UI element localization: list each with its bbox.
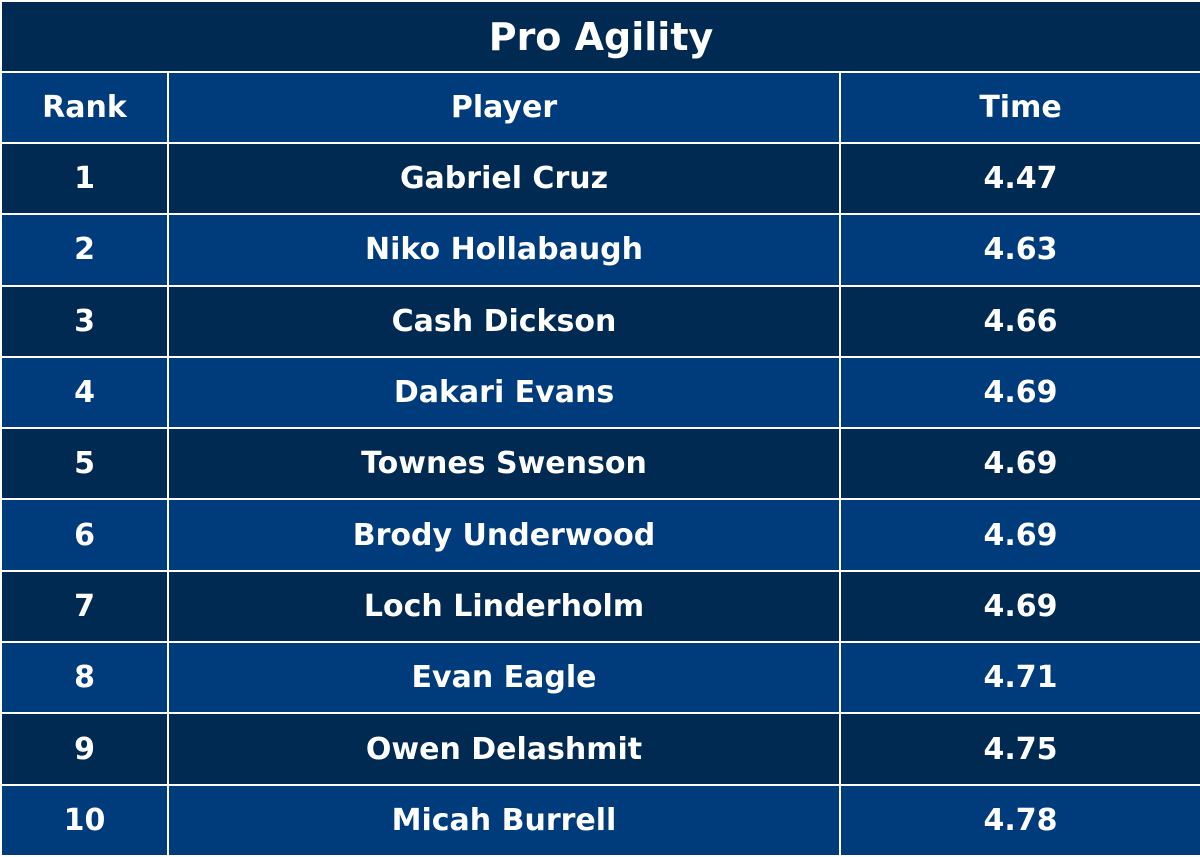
rank-cell: 8 [0,641,169,715]
rank-cell: 3 [0,284,169,358]
time-cell: 4.75 [838,712,1200,786]
rank-cell: 6 [0,498,169,572]
rank-cell: 7 [0,569,169,644]
time-cell: 4.71 [838,641,1200,715]
time-cell: 4.69 [838,355,1200,430]
rank-cell: 9 [0,712,169,786]
player-cell: Niko Hollabaugh [167,213,841,287]
table-body: 1 Gabriel Cruz 4.47 2 Niko Hollabaugh 4.63 3 Ca… [0,141,1200,857]
table-title: Pro Agility [0,0,1200,73]
column-header-time: Time [838,71,1200,144]
player-cell: Dakari Evans [167,355,841,430]
table-row: 5 Townes Swenson 4.69 [0,427,1200,501]
rank-cell: 2 [0,213,169,287]
player-cell: Evan Eagle [167,641,841,715]
player-cell: Gabriel Cruz [167,141,841,216]
player-cell: Loch Linderholm [167,569,841,644]
table-row: 10 Micah Burrell 4.78 [0,783,1200,857]
rank-cell: 4 [0,355,169,430]
rank-cell: 10 [0,783,169,857]
rank-cell: 1 [0,141,169,216]
time-cell: 4.69 [838,569,1200,644]
table-row: 8 Evan Eagle 4.71 [0,641,1200,715]
table-row: 7 Loch Linderholm 4.69 [0,569,1200,644]
player-cell: Cash Dickson [167,284,841,358]
time-cell: 4.69 [838,427,1200,501]
player-cell: Brody Underwood [167,498,841,572]
time-cell: 4.47 [838,141,1200,216]
rank-cell: 5 [0,427,169,501]
table-row: 1 Gabriel Cruz 4.47 [0,141,1200,216]
time-cell: 4.63 [838,213,1200,287]
player-cell: Micah Burrell [167,783,841,857]
table-row: 4 Dakari Evans 4.69 [0,355,1200,430]
table-row: 3 Cash Dickson 4.66 [0,284,1200,358]
table-row: 9 Owen Delashmit 4.75 [0,712,1200,786]
player-cell: Townes Swenson [167,427,841,501]
player-cell: Owen Delashmit [167,712,841,786]
table-row: 2 Niko Hollabaugh 4.63 [0,213,1200,287]
column-header-rank: Rank [0,71,169,144]
time-cell: 4.66 [838,284,1200,358]
table-row: 6 Brody Underwood 4.69 [0,498,1200,572]
column-header-player: Player [167,71,841,144]
time-cell: 4.78 [838,783,1200,857]
time-cell: 4.69 [838,498,1200,572]
